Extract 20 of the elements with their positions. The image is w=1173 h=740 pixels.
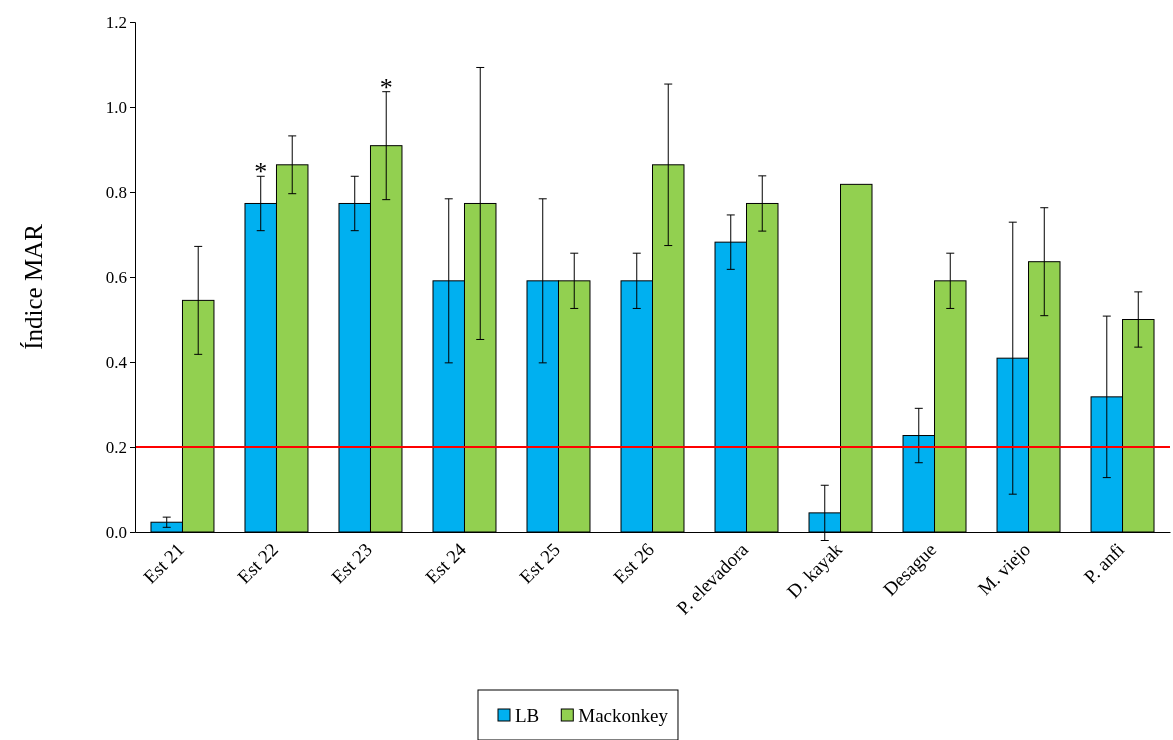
y-tick-label: 0.4 (105, 352, 128, 372)
x-tick-label: Est 22 (233, 538, 283, 588)
y-tick-label: 1.2 (105, 12, 127, 32)
annotation: * (254, 157, 268, 187)
legend-label: LB (515, 705, 540, 726)
y-axis-title: Índice MAR (20, 223, 47, 350)
x-tick-label: M. viejo (973, 538, 1035, 600)
y-tick-label: 0.6 (105, 267, 127, 287)
x-tick-label: P. anfi (1079, 538, 1129, 588)
x-tick-label: Est 21 (139, 538, 189, 588)
x-tick-label: Est 25 (515, 538, 565, 588)
y-tick-label: 0.8 (105, 182, 127, 202)
annotation: * (379, 72, 393, 102)
y-tick-label: 0.2 (105, 437, 127, 457)
legend-label: Mackonkey (578, 705, 669, 726)
x-tick-label: Est 23 (327, 538, 377, 588)
x-tick-label: Est 24 (421, 538, 471, 588)
x-tick-label: Est 26 (609, 538, 659, 588)
y-tick-label: 0.0 (105, 522, 127, 542)
y-tick-label: 1.0 (105, 97, 127, 117)
